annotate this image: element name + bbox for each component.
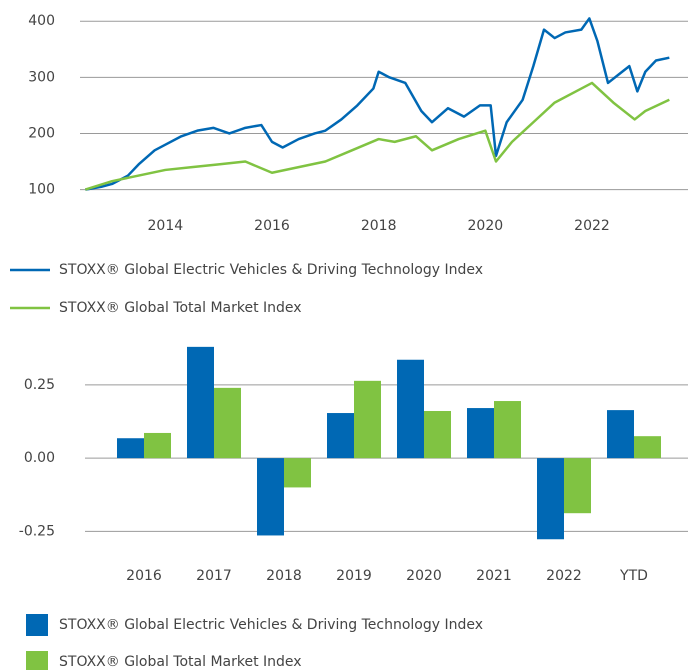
bar: [494, 401, 521, 459]
legend-label: STOXX® Global Total Market Index: [59, 654, 302, 670]
legend-label: STOXX® Global Electric Vehicles & Drivin…: [59, 617, 483, 633]
y-tick-label: 200: [28, 125, 55, 141]
bar: [467, 408, 494, 459]
x-tick-label: 2016: [126, 568, 162, 584]
legend-label: STOXX® Global Total Market Index: [59, 300, 302, 316]
x-tick-label: 2018: [266, 568, 302, 584]
legend-swatch: [26, 614, 48, 636]
y-tick-label: 0.25: [24, 377, 55, 393]
x-tick-label: YTD: [619, 568, 648, 584]
series-line: [84, 81, 670, 191]
x-tick-label: 2019: [336, 568, 372, 584]
bar: [607, 410, 634, 459]
y-tick-label: 300: [28, 69, 55, 85]
y-tick-label: 0.00: [24, 450, 55, 466]
y-tick-label: 400: [28, 13, 55, 29]
y-tick-label: 100: [28, 182, 55, 198]
bar: [354, 380, 381, 459]
bar: [117, 438, 144, 459]
x-tick-label: 2018: [361, 218, 397, 234]
legend-label: STOXX® Global Electric Vehicles & Drivin…: [59, 262, 483, 278]
x-tick-label: 2020: [468, 218, 504, 234]
bar: [187, 346, 214, 459]
x-tick-label: 2017: [196, 568, 232, 584]
series-line: [85, 17, 670, 191]
bar: [144, 432, 171, 459]
x-tick-label: 2014: [148, 218, 184, 234]
bar: [634, 436, 661, 459]
x-tick-label: 2022: [546, 568, 582, 584]
bar: [424, 410, 451, 459]
y-tick-label: -0.25: [19, 523, 55, 539]
bar: [257, 458, 284, 536]
bar: [397, 359, 424, 459]
bar: [327, 413, 354, 459]
x-tick-label: 2021: [476, 568, 512, 584]
bar: [537, 458, 564, 540]
legend-swatch: [26, 651, 48, 670]
x-tick-label: 2016: [254, 218, 290, 234]
bar: [284, 458, 311, 488]
bar: [214, 387, 241, 459]
x-tick-label: 2022: [574, 218, 610, 234]
bar: [564, 458, 591, 514]
x-tick-label: 2020: [406, 568, 442, 584]
